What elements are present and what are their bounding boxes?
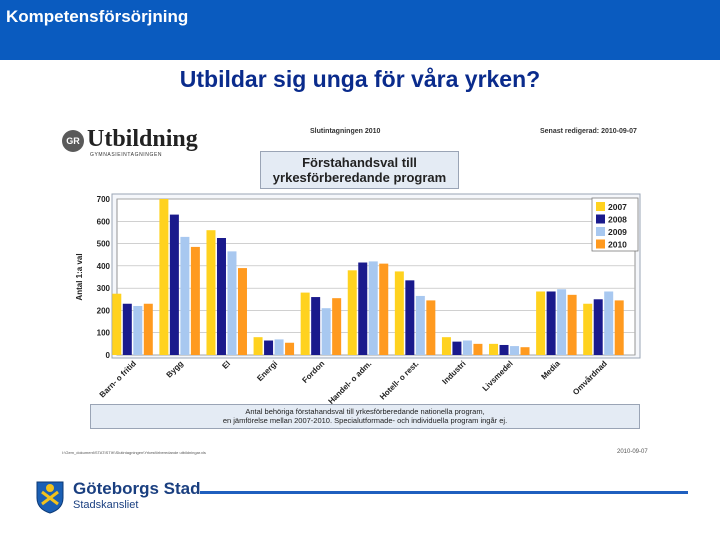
chart-caption: Antal behöriga förstahandsval till yrkes… <box>90 404 640 429</box>
footer-file-path: I:\Gem_dokument\STATISTIK\Slutintagninge… <box>62 450 206 455</box>
bar-2010 <box>332 298 342 355</box>
bar-2010 <box>379 263 389 355</box>
bar-2007 <box>583 303 593 355</box>
bar-2007 <box>394 271 404 355</box>
bar-2008 <box>169 214 179 355</box>
bar-2008 <box>405 280 415 355</box>
legend-label: 2010 <box>608 240 627 250</box>
bar-2010 <box>520 347 530 355</box>
bar-2007 <box>112 293 122 355</box>
y-axis-label: Antal 1:a val <box>75 253 84 300</box>
legend-swatch <box>596 214 605 224</box>
bar-2007 <box>536 291 546 355</box>
bar-2009 <box>557 289 567 355</box>
x-tick-label: Handel- o adm. <box>327 359 374 406</box>
footer-date: 2010-09-07 <box>617 449 648 455</box>
bar-2009 <box>415 295 425 355</box>
x-tick-label: Industri <box>440 359 467 386</box>
x-tick-label: El <box>220 359 232 371</box>
bar-2010 <box>567 294 577 355</box>
bar-2009 <box>180 236 190 355</box>
bar-2008 <box>452 341 462 355</box>
slide-title: Utbildar sig unga för våra yrken? <box>179 66 541 92</box>
bar-2008 <box>264 340 274 355</box>
legend-swatch <box>596 202 605 211</box>
x-tick-label: Energi <box>255 359 279 383</box>
y-tick-label: 400 <box>97 262 111 271</box>
bar-2010 <box>190 246 200 355</box>
city-department: Stadskansliet <box>73 499 139 511</box>
x-tick-label: Fordon <box>300 359 326 385</box>
bar-2008 <box>216 238 226 355</box>
x-tick-label: Hotell- o rest. <box>378 359 421 402</box>
x-tick-label: Livsmedel <box>481 359 515 393</box>
bar-chart: 0 100 200 300 400 500 600 700 Antal 1:a val Barn-… <box>75 193 641 406</box>
bar-2009 <box>368 261 378 355</box>
bar-2008 <box>358 262 368 355</box>
legend-label: 2009 <box>608 227 627 237</box>
bar-2008 <box>122 303 132 355</box>
goteborgs-stad-logo: Göteborgs Stad Stadskansliet <box>33 476 201 516</box>
brand-sub: GYMNASIEINTAGNINGEN <box>90 152 163 158</box>
bar-2010 <box>237 268 247 355</box>
bar-2009 <box>274 339 284 355</box>
gr-badge-icon: GR <box>62 130 84 152</box>
chart-title: Förstahandsval till yrkesförberedande pr… <box>272 155 447 185</box>
bar-2007 <box>159 199 169 355</box>
bar-2007 <box>489 343 499 355</box>
bar-2007 <box>253 337 263 355</box>
city-crest-icon <box>36 481 64 514</box>
bar-2007 <box>206 230 216 355</box>
y-tick-label: 100 <box>97 329 111 338</box>
bar-2010 <box>426 300 436 355</box>
x-tick-label: Media <box>539 359 562 382</box>
bar-2009 <box>604 291 614 355</box>
bar-2007 <box>441 337 451 355</box>
y-tick-label: 200 <box>97 306 111 315</box>
header-title: Kompetensförsörjning <box>6 7 189 26</box>
bar-2010 <box>614 300 624 355</box>
bar-2009 <box>462 340 472 355</box>
x-tick-label: Barn- o fritid <box>98 359 138 399</box>
x-tick-label: Omvårdnad <box>571 359 609 397</box>
city-name: Göteborgs Stad <box>73 479 201 498</box>
bar-2010 <box>143 303 153 355</box>
bar-2009 <box>133 305 143 355</box>
bar-2007 <box>300 292 310 355</box>
bar-2007 <box>347 270 357 355</box>
chart-caption-text: Antal behöriga förstahandsval till yrkes… <box>222 407 508 425</box>
bar-2010 <box>473 343 483 355</box>
bar-2008 <box>593 299 603 355</box>
x-tick-label: Bygg <box>165 359 186 380</box>
y-tick-label: 700 <box>97 195 111 204</box>
y-tick-label: 300 <box>97 284 111 293</box>
brand-word: Utbildning <box>87 126 198 152</box>
bar-2008 <box>311 297 321 355</box>
y-tick-label: 0 <box>106 351 111 360</box>
bar-2008 <box>546 291 556 355</box>
legend-swatch <box>596 227 605 236</box>
y-tick-label: 500 <box>97 240 111 249</box>
footer-divider <box>200 491 688 494</box>
bar-2009 <box>510 346 520 355</box>
legend-label: 2008 <box>608 215 627 225</box>
utbildning-logo: GR Utbildning GYMNASIEINTAGNINGEN <box>62 126 222 158</box>
y-tick-label: 600 <box>97 217 111 226</box>
bar-2009 <box>227 251 237 355</box>
legend-swatch <box>596 239 605 249</box>
chart-figure: 0 100 200 300 400 500 600 700 Antal 1:a val Barn-… <box>60 118 660 463</box>
bar-2009 <box>321 308 331 355</box>
chart-title-box: Förstahandsval till yrkesförberedande pr… <box>260 151 459 189</box>
header-bar: Kompetensförsörjning <box>0 0 720 60</box>
bar-2008 <box>499 344 509 355</box>
bar-2010 <box>285 342 295 355</box>
figure-subtitle: Slutintagningen 2010 <box>310 128 381 135</box>
legend-label: 2007 <box>608 202 627 212</box>
figure-edited-date: Senast redigerad: 2010-09-07 <box>540 128 637 135</box>
